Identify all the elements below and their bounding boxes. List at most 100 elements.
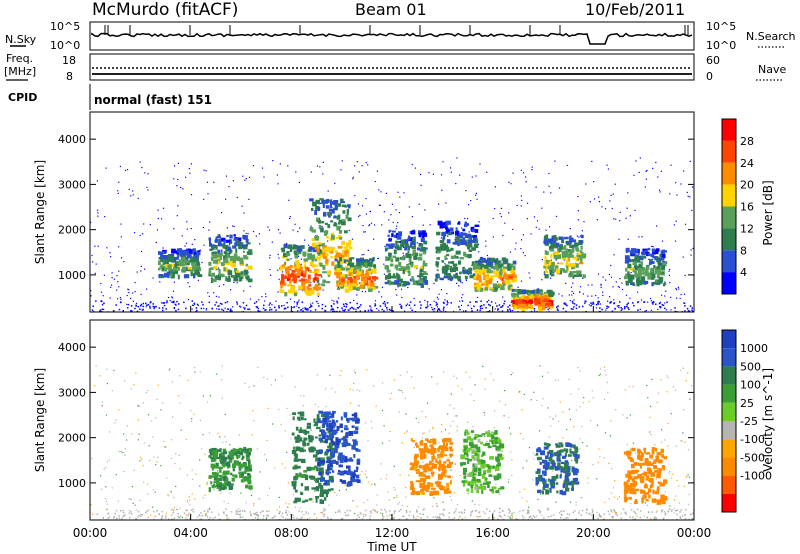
echo-cell (287, 266, 291, 270)
echo-cell (316, 486, 320, 490)
scatter-point (144, 268, 146, 270)
echo-cell (194, 269, 199, 274)
echo-cell (449, 267, 453, 273)
ground-scatter-point (611, 511, 613, 513)
scatter-point (211, 277, 213, 279)
echo-cell (467, 245, 471, 250)
scatter-point (127, 169, 129, 171)
scatter-point (243, 307, 245, 309)
ground-scatter-point (668, 508, 671, 510)
echo-cell (569, 262, 574, 267)
ground-scatter-point (211, 511, 213, 513)
echo-cell (312, 271, 317, 274)
ground-scatter-point (207, 511, 209, 513)
ground-scatter-point (437, 516, 439, 519)
echo-cell (528, 292, 531, 297)
scatter-point (338, 228, 341, 230)
scatter-point (342, 309, 344, 311)
ground-scatter-point (179, 515, 182, 518)
echo-cell (402, 280, 407, 285)
ground-scatter-point (385, 511, 387, 513)
echo-cell (567, 253, 572, 258)
echo-cell (223, 451, 228, 455)
echo-cell (342, 274, 348, 279)
echo-cell (653, 265, 656, 268)
echo-cell (419, 273, 424, 277)
echo-cell (630, 282, 635, 285)
ground-scatter-point (286, 301, 288, 304)
echo-cell (291, 270, 296, 273)
scatter-point (448, 432, 450, 435)
scatter-point (572, 282, 574, 284)
scatter-point (141, 167, 143, 169)
echo-cell (235, 455, 241, 458)
echo-cell (339, 253, 345, 258)
scatter-point (138, 405, 141, 407)
ground-scatter-point (459, 515, 461, 518)
scatter-point (428, 288, 430, 290)
echo-cell (343, 427, 349, 431)
ground-scatter-point (282, 512, 284, 515)
echo-cell (392, 273, 396, 279)
echo-cell (442, 438, 445, 443)
ground-scatter-point (305, 511, 307, 513)
echo-cell (343, 413, 348, 418)
scatter-point (123, 433, 125, 435)
echo-cell (293, 250, 297, 254)
scatter-point (462, 294, 464, 296)
ground-scatter-point (664, 512, 667, 515)
ground-scatter-point (565, 310, 567, 312)
scatter-point (561, 511, 563, 513)
echo-cell (476, 283, 481, 287)
echo-cell (228, 486, 233, 490)
echo-cell (514, 305, 518, 310)
nave-label: Nave (758, 63, 786, 76)
scatter-point (559, 401, 561, 403)
echo-cell (351, 473, 357, 477)
ground-scatter-point (552, 514, 555, 516)
scatter-point (199, 485, 201, 487)
scatter-point (167, 494, 169, 496)
echo-cell (293, 458, 299, 462)
echo-cell (572, 271, 577, 274)
ground-scatter-point (674, 310, 676, 312)
echo-cell (528, 295, 532, 299)
scatter-point (362, 225, 364, 227)
echo-cell (639, 279, 644, 285)
echo-cell (640, 262, 643, 265)
scatter-point (634, 209, 636, 212)
scatter-point (405, 413, 407, 415)
ground-scatter-point (597, 517, 599, 520)
ground-scatter-point (682, 515, 684, 517)
echo-cell (294, 489, 298, 493)
scatter-point (297, 255, 300, 257)
scatter-point (102, 517, 104, 519)
echo-cell (405, 265, 411, 270)
echo-cell (300, 278, 305, 282)
scatter-point (617, 285, 619, 288)
scatter-point (388, 219, 390, 221)
scatter-point (334, 492, 336, 494)
scatter-point (336, 494, 338, 496)
ground-scatter-point (624, 511, 627, 514)
echo-cell (395, 276, 398, 279)
echo-cell (459, 279, 462, 282)
scatter-point (665, 290, 667, 292)
ground-scatter-point (262, 307, 265, 310)
scatter-point (186, 499, 188, 502)
echo-cell (235, 450, 240, 455)
ground-scatter-point (632, 302, 634, 304)
ground-scatter-point (224, 301, 227, 304)
ground-scatter-point (419, 513, 421, 515)
ground-scatter-point (427, 305, 429, 307)
echo-cell (180, 249, 185, 255)
scatter-point (190, 228, 192, 230)
echo-cell (285, 267, 289, 272)
scatter-point (621, 288, 624, 291)
scatter-point (571, 294, 573, 296)
echo-cell (293, 290, 298, 295)
ground-scatter-point (208, 301, 211, 304)
echo-cell (330, 415, 333, 419)
scatter-point (691, 518, 693, 520)
echo-cell (361, 272, 364, 276)
